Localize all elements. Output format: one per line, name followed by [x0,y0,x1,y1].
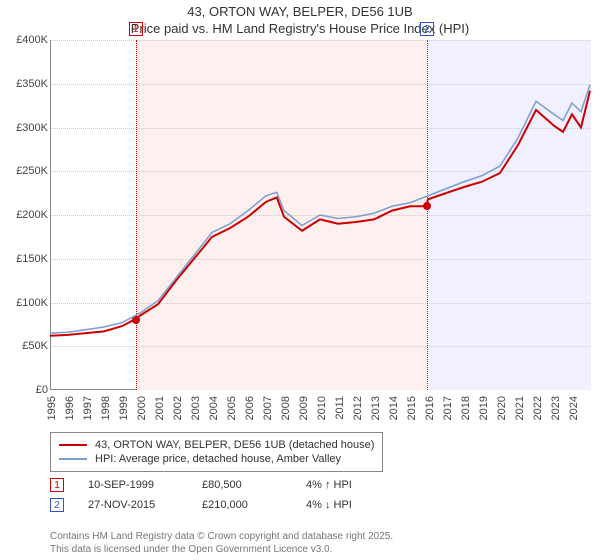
x-axis-tick-label: 1999 [118,396,130,420]
x-axis-tick-label: 2000 [136,396,148,420]
title-subtitle: Price paid vs. HM Land Registry's House … [0,21,600,36]
transaction-delta: 4% ↓ HPI [306,499,396,511]
x-axis-tick-label: 2024 [568,396,580,420]
x-axis-tick-label: 2001 [154,396,166,420]
x-axis-tick-label: 2023 [550,396,562,420]
footer-attribution: Contains HM Land Registry data © Crown c… [50,530,393,556]
x-axis-tick-label: 2019 [478,396,490,420]
y-axis-tick-label: £250K [16,165,48,177]
legend-swatch-series2 [59,458,87,460]
transaction-date: 10-SEP-1999 [88,479,178,491]
marker-badge: 2 [420,22,434,36]
legend-row-series1: 43, ORTON WAY, BELPER, DE56 1UB (detache… [59,439,374,451]
y-axis-tick-label: £350K [16,78,48,90]
x-axis-tick-label: 2004 [208,396,220,420]
x-axis-tick-label: 2007 [262,396,274,420]
y-axis-tick-label: £50K [22,340,48,352]
x-axis-tick-label: 2014 [388,396,400,420]
chart-title-block: 43, ORTON WAY, BELPER, DE56 1UB Price pa… [0,0,600,36]
x-axis-tick-label: 1995 [46,396,58,420]
y-axis-tick-label: £200K [16,209,48,221]
x-axis-tick-label: 2002 [172,396,184,420]
x-axis-tick-label: 2017 [442,396,454,420]
legend-label-series1: 43, ORTON WAY, BELPER, DE56 1UB (detache… [95,439,374,451]
legend-label-series2: HPI: Average price, detached house, Ambe… [95,453,341,465]
footer-line1: Contains HM Land Registry data © Crown c… [50,530,393,543]
x-axis-tick-label: 2006 [244,396,256,420]
x-axis-tick-label: 2009 [298,396,310,420]
marker-badge-2: 2 [50,498,64,512]
x-axis-tick-label: 2016 [424,396,436,420]
line-series-svg [50,40,590,390]
transaction-date: 27-NOV-2015 [88,499,178,511]
x-axis-tick-label: 2010 [316,396,328,420]
x-axis-tick-label: 2008 [280,396,292,420]
transaction-rows: 1 10-SEP-1999 £80,500 4% ↑ HPI 2 27-NOV-… [50,478,590,512]
transaction-delta: 4% ↑ HPI [306,479,396,491]
x-axis-tick-label: 2020 [496,396,508,420]
transaction-row: 1 10-SEP-1999 £80,500 4% ↑ HPI [50,478,590,492]
x-axis-tick-label: 2012 [352,396,364,420]
transaction-row: 2 27-NOV-2015 £210,000 4% ↓ HPI [50,498,590,512]
x-axis-tick-label: 2005 [226,396,238,420]
legend-row-series2: HPI: Average price, detached house, Ambe… [59,453,374,465]
x-axis-tick-label: 1997 [82,396,94,420]
transaction-price: £80,500 [202,479,282,491]
y-axis-tick-label: £150K [16,253,48,265]
legend-swatch-series1 [59,444,87,446]
x-axis-tick-label: 1998 [100,396,112,420]
series-line-hpi [50,85,590,334]
legend-and-data: 43, ORTON WAY, BELPER, DE56 1UB (detache… [50,432,590,518]
y-axis-tick-label: £100K [16,297,48,309]
series-line-price_paid [50,91,590,336]
y-axis-tick-label: £0 [36,384,48,396]
transaction-price: £210,000 [202,499,282,511]
footer-line2: This data is licensed under the Open Gov… [50,543,393,556]
x-axis-tick-label: 1996 [64,396,76,420]
x-axis-tick-label: 2022 [532,396,544,420]
legend-box: 43, ORTON WAY, BELPER, DE56 1UB (detache… [50,432,383,472]
x-axis-tick-label: 2003 [190,396,202,420]
y-axis-tick-label: £400K [16,34,48,46]
title-address: 43, ORTON WAY, BELPER, DE56 1UB [0,4,600,19]
x-axis-tick-label: 2021 [514,396,526,420]
marker-badge: 1 [129,22,143,36]
marker-badge-1: 1 [50,478,64,492]
chart-area: 12 £0£50K£100K£150K£200K£250K£300K£350K£… [0,40,600,420]
x-axis-tick-label: 2013 [370,396,382,420]
x-axis-tick-label: 2015 [406,396,418,420]
x-axis-tick-label: 2018 [460,396,472,420]
y-axis-tick-label: £300K [16,122,48,134]
x-axis-tick-label: 2011 [334,396,346,420]
